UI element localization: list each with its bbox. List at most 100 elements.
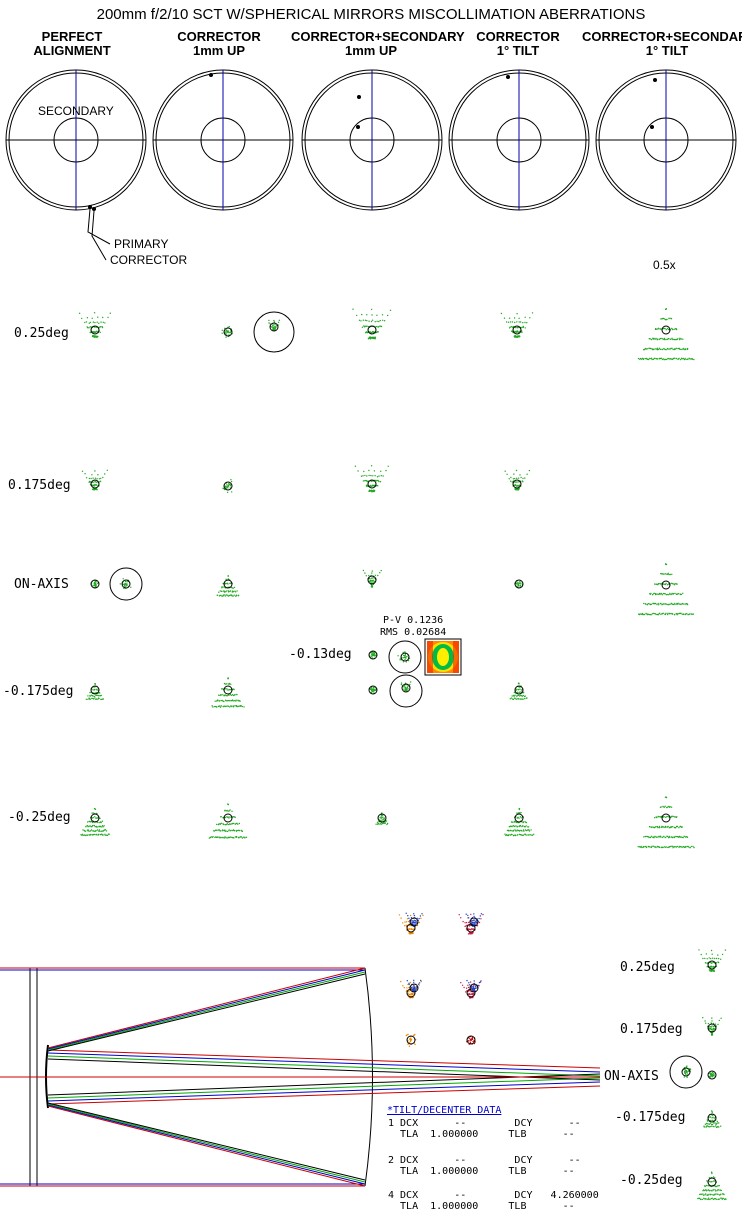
spot-dot [654, 357, 656, 360]
spot-dot [519, 825, 522, 827]
spot-dot [711, 1074, 713, 1076]
spot-dot [654, 846, 656, 848]
spot-dot [109, 312, 112, 314]
spot-dot [666, 584, 669, 586]
spot-dot [231, 810, 233, 812]
spot-dot [704, 1020, 706, 1022]
spot-dot [509, 698, 511, 700]
spot-dot [708, 1198, 710, 1201]
spot-dot [94, 321, 96, 324]
spot-dot [400, 917, 402, 919]
spot-dot [104, 829, 107, 831]
spot-dot [218, 591, 220, 593]
spot-dot [363, 470, 365, 473]
spot-dot [370, 465, 373, 467]
spot-dot [687, 614, 689, 616]
spot-dot [225, 591, 227, 593]
tilt-table-row-3: 4 DCX -- DCY 4.260000 TLA 1.000000 TLB -… [388, 1190, 599, 1212]
spot-dot [225, 824, 227, 826]
spot-dot [404, 651, 406, 653]
spot-dot [714, 1028, 716, 1030]
spot-dot [710, 1026, 712, 1028]
spot-dot [658, 347, 661, 349]
spot-dot [408, 983, 410, 986]
spot-dot [663, 836, 665, 838]
spot-dot [649, 836, 652, 839]
spot-dot [526, 322, 528, 324]
spot-dot [92, 585, 94, 587]
spot-dot [469, 1041, 471, 1043]
spot-dot [227, 595, 230, 597]
spot-dot [686, 613, 688, 615]
spot-dot [668, 317, 670, 319]
spot-dot [273, 319, 275, 322]
spot-dot [693, 846, 695, 849]
spot-dot [644, 347, 647, 350]
spot-dot [468, 982, 470, 984]
spot-dot [524, 826, 526, 828]
spot-dot [92, 689, 94, 691]
spot-dot [224, 590, 226, 592]
spot-dot [382, 817, 384, 819]
airy-disk [661, 813, 671, 823]
spot-dot [96, 694, 98, 697]
spot-dot [420, 979, 422, 982]
spot-dot [654, 583, 656, 585]
spot-dot [216, 594, 219, 596]
spot-dot [228, 810, 230, 812]
spot-2-3 [514, 579, 524, 589]
spot-0-5 [637, 308, 695, 361]
spot-dot [654, 328, 657, 330]
spot-dot [514, 829, 516, 831]
spot-dot [676, 583, 678, 585]
spot-dot [372, 686, 375, 689]
spot-dot [227, 810, 229, 812]
spot-dot [523, 830, 525, 832]
spot-dot [406, 655, 408, 658]
spot-0-2b [268, 319, 281, 332]
spot-dot [409, 924, 411, 927]
spot-dot [277, 321, 280, 323]
spot-dot [371, 331, 373, 334]
spot-dot [519, 691, 521, 693]
spot-dot [371, 653, 373, 655]
spot-dot [372, 690, 374, 693]
spot-dot [371, 570, 373, 572]
spot-dot [711, 966, 713, 968]
spot-dot [659, 583, 662, 585]
spot-dot [512, 825, 514, 827]
spot-dot [468, 928, 471, 931]
spot-dot [227, 331, 229, 333]
column-header-corrector-secondary-up: CORRECTOR+SECONDARY 1mm UP [291, 29, 465, 58]
spot-dot [721, 953, 724, 956]
spot-dot [709, 1181, 711, 1183]
spot-dot [664, 816, 667, 818]
spot-dot [468, 917, 470, 919]
spot-dot [358, 319, 361, 321]
spot-dot [685, 1069, 688, 1072]
spot-dot [122, 578, 124, 580]
spot-dot [373, 689, 375, 691]
spot-dot [707, 1197, 710, 1199]
spot-dot [408, 982, 410, 984]
spot-dot [216, 829, 218, 832]
spot-dot [230, 683, 232, 685]
spot-dot [669, 603, 671, 605]
spot-dot [81, 317, 83, 320]
spot-dot [687, 1070, 690, 1073]
spot-dot [232, 816, 235, 818]
spot-dot [656, 328, 658, 330]
spot-dot [644, 358, 646, 360]
spot-dot [273, 321, 276, 323]
spot-dot [651, 594, 654, 596]
ray-up-1 [47, 969, 366, 1050]
spot-dot [657, 826, 659, 829]
spot-dot [229, 809, 231, 811]
spot-dot [475, 987, 477, 989]
spot-dot [474, 922, 476, 925]
spot-dot [376, 314, 378, 316]
chief-ray-dot [88, 205, 92, 209]
spot-3-3 [509, 682, 528, 701]
spot-dot [684, 1069, 686, 1072]
spot-dot [671, 815, 673, 817]
